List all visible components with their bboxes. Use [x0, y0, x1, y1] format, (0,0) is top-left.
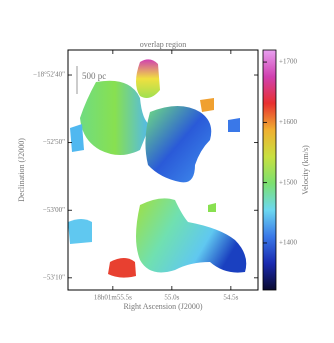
y-tick-label: −52'50": [43, 138, 65, 146]
chart-title: overlap region: [140, 40, 186, 49]
colorbar-tick-label: +1700: [279, 58, 297, 66]
colorbar-label: Velocity (km/s): [301, 145, 310, 195]
colorbar-tick-label: +1400: [279, 239, 297, 247]
scale-bar-label: 500 pc: [82, 71, 106, 81]
y-tick-label: −18°52'40": [33, 71, 65, 79]
colorbar: [262, 49, 277, 291]
velocity-map: [68, 59, 247, 278]
y-tick-label: −53'10": [43, 273, 65, 281]
colorbar-tick-label: +1600: [279, 118, 297, 126]
plot-frame: [67, 49, 259, 291]
y-axis-label: Declination (J2000): [17, 138, 26, 202]
x-tick-label: 54.5s: [223, 294, 238, 302]
x-tick-label: 55.0s: [164, 294, 179, 302]
x-tick-label: 18h01m55.5s: [94, 294, 132, 302]
x-axis-label: Right Ascension (J2000): [123, 302, 202, 311]
colorbar-tick-label: +1500: [279, 178, 297, 186]
y-tick-label: −53'00": [43, 206, 65, 214]
